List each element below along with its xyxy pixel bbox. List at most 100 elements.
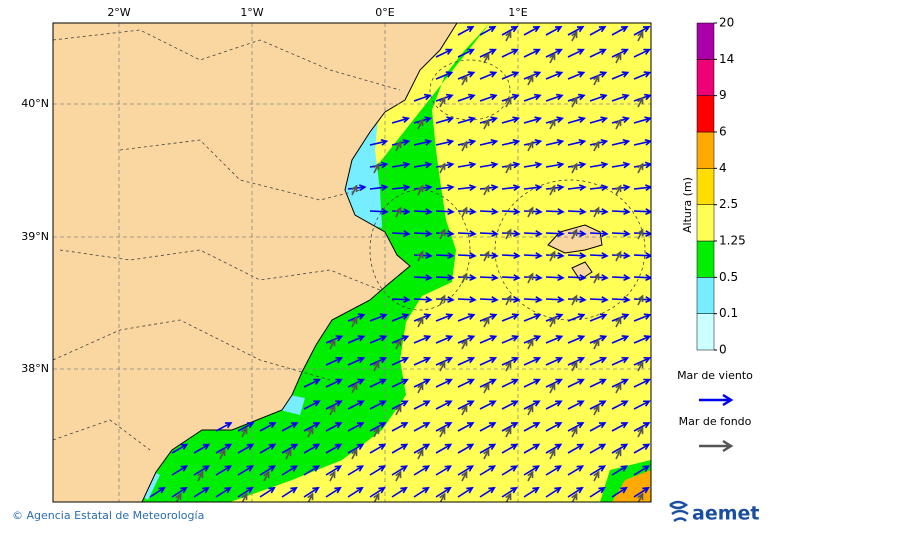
- colorbar-band: [696, 168, 715, 205]
- wind-sea-arrow: [347, 378, 365, 388]
- wind-sea-arrow: [457, 161, 477, 169]
- wind-sea-arrow: [391, 313, 410, 322]
- wind-sea-arrow: [215, 486, 232, 498]
- wind-sea-arrow: [633, 313, 651, 322]
- wind-sea-arrow: [611, 486, 628, 498]
- lat-label: 40°N: [21, 97, 49, 110]
- wind-sea-arrow: [633, 116, 651, 124]
- legend: Mar de viento Mar de fondo: [677, 369, 753, 453]
- swell-arrow: [571, 162, 578, 174]
- swell-arrow: [571, 96, 578, 108]
- swell-arrow: [505, 30, 512, 42]
- wind-sea-arrow: [325, 378, 343, 388]
- wind-sea-arrow: [633, 356, 651, 366]
- wind-sea-arrow: [193, 486, 210, 498]
- wind-sea-arrow: [435, 443, 453, 454]
- wind-sea-arrow: [281, 422, 299, 432]
- wind-sea-arrow: [391, 443, 409, 454]
- wind-sea-arrow: [523, 400, 541, 410]
- wind-sea-arrow: [501, 48, 519, 58]
- swell-arrow: [505, 162, 512, 174]
- swell-arrow: [483, 52, 490, 64]
- swell-arrow: [417, 118, 424, 130]
- legend-label: Mar de viento: [677, 369, 753, 382]
- swell-arrow: [461, 74, 468, 86]
- colorbar-label: 14: [719, 52, 734, 66]
- wind-sea-arrow: [369, 313, 388, 322]
- wind-sea-arrow: [347, 335, 366, 344]
- swell-arrow: [527, 74, 534, 86]
- wind-sea-arrow: [589, 313, 608, 322]
- wind-sea-arrow: [501, 116, 521, 124]
- wind-sea-arrow: [589, 400, 607, 410]
- lon-label: 1°W: [240, 6, 263, 19]
- colorbar-label: 2.5: [719, 197, 738, 211]
- wind-sea-arrow: [545, 465, 563, 476]
- swell-arrow: [307, 426, 314, 438]
- swell-arrow: [549, 382, 556, 394]
- wind-sea-arrow: [567, 116, 587, 124]
- map: [53, 23, 651, 502]
- wind-sea-arrow: [457, 313, 476, 322]
- wind-sea-arrow: [611, 335, 630, 344]
- swell-arrow: [417, 448, 424, 460]
- swell-arrow: [241, 426, 248, 438]
- wind-sea-arrow: [567, 422, 585, 432]
- wind-sea-arrow: [501, 274, 521, 282]
- wind-sea-arrow: [369, 422, 387, 432]
- wind-sea-arrow: [369, 486, 386, 498]
- colorbar-label: 4: [719, 161, 727, 175]
- wind-sea-arrow: [479, 26, 497, 36]
- wind-sea-arrow: [589, 26, 607, 36]
- colorbar-band: [696, 240, 715, 278]
- wind-sea-arrow: [633, 378, 651, 388]
- swell-arrow: [593, 140, 600, 152]
- swell-arrow: [593, 272, 600, 284]
- wind-sea-arrow: [611, 443, 629, 454]
- wind-sea-arrow: [281, 486, 298, 498]
- wind-sea-arrow: [149, 486, 166, 498]
- swell-arrow: [615, 184, 622, 196]
- wind-sea-arrow: [347, 422, 365, 432]
- wind-sea-arrow: [259, 465, 277, 476]
- swell-arrow: [373, 360, 380, 372]
- wind-sea-arrow: [545, 26, 563, 36]
- wind-sea-arrow: [457, 48, 475, 58]
- wind-sea-arrow: [567, 252, 587, 260]
- wind-sea-arrow: [413, 378, 431, 388]
- wind-sea-arrow: [501, 252, 521, 260]
- wind-sea-arrow: [501, 71, 520, 80]
- wind-sea-arrow: [589, 48, 607, 58]
- swell-arrow: [549, 316, 556, 328]
- wind-sea-arrow: [413, 443, 431, 454]
- swell-arrow: [461, 206, 468, 218]
- swell-arrow: [593, 338, 600, 350]
- swell-arrow: [483, 250, 490, 262]
- wind-sea-arrow: [457, 443, 475, 454]
- wind-sea-arrow: [545, 486, 562, 498]
- wind-sea-arrow: [479, 486, 496, 498]
- swell-arrow: [637, 96, 644, 108]
- wind-sea-arrow: [611, 93, 630, 102]
- wind-sea-arrow: [325, 443, 343, 454]
- swell-arrow: [483, 118, 490, 130]
- wind-sea-arrow: [457, 252, 477, 260]
- wind-sea-arrow: [303, 422, 321, 432]
- wind-sea-arrow: [567, 335, 586, 344]
- wind-sea-arrow: [523, 486, 540, 498]
- wind-sea-arrow: [611, 378, 629, 388]
- wind-sea-arrow: [523, 48, 541, 58]
- wind-sea-arrow: [501, 422, 519, 432]
- swell-arrow: [461, 470, 468, 482]
- swell-arrow: [571, 426, 578, 438]
- wind-sea-arrow: [479, 443, 497, 454]
- wind-sea-arrow: [523, 465, 541, 476]
- wind-sea-arrow: [611, 422, 629, 432]
- wind-sea-arrow: [281, 443, 299, 454]
- wind-sea-arrow: [523, 313, 542, 322]
- swell-arrow: [439, 228, 446, 240]
- colorbar: 0 0.1 0.5 1.25 2.5 4 6 9 14 20: [696, 16, 746, 357]
- wind-sea-arrow: [589, 356, 608, 366]
- wind-sea-arrow: [413, 465, 431, 476]
- wind-sea-arrow: [479, 422, 497, 432]
